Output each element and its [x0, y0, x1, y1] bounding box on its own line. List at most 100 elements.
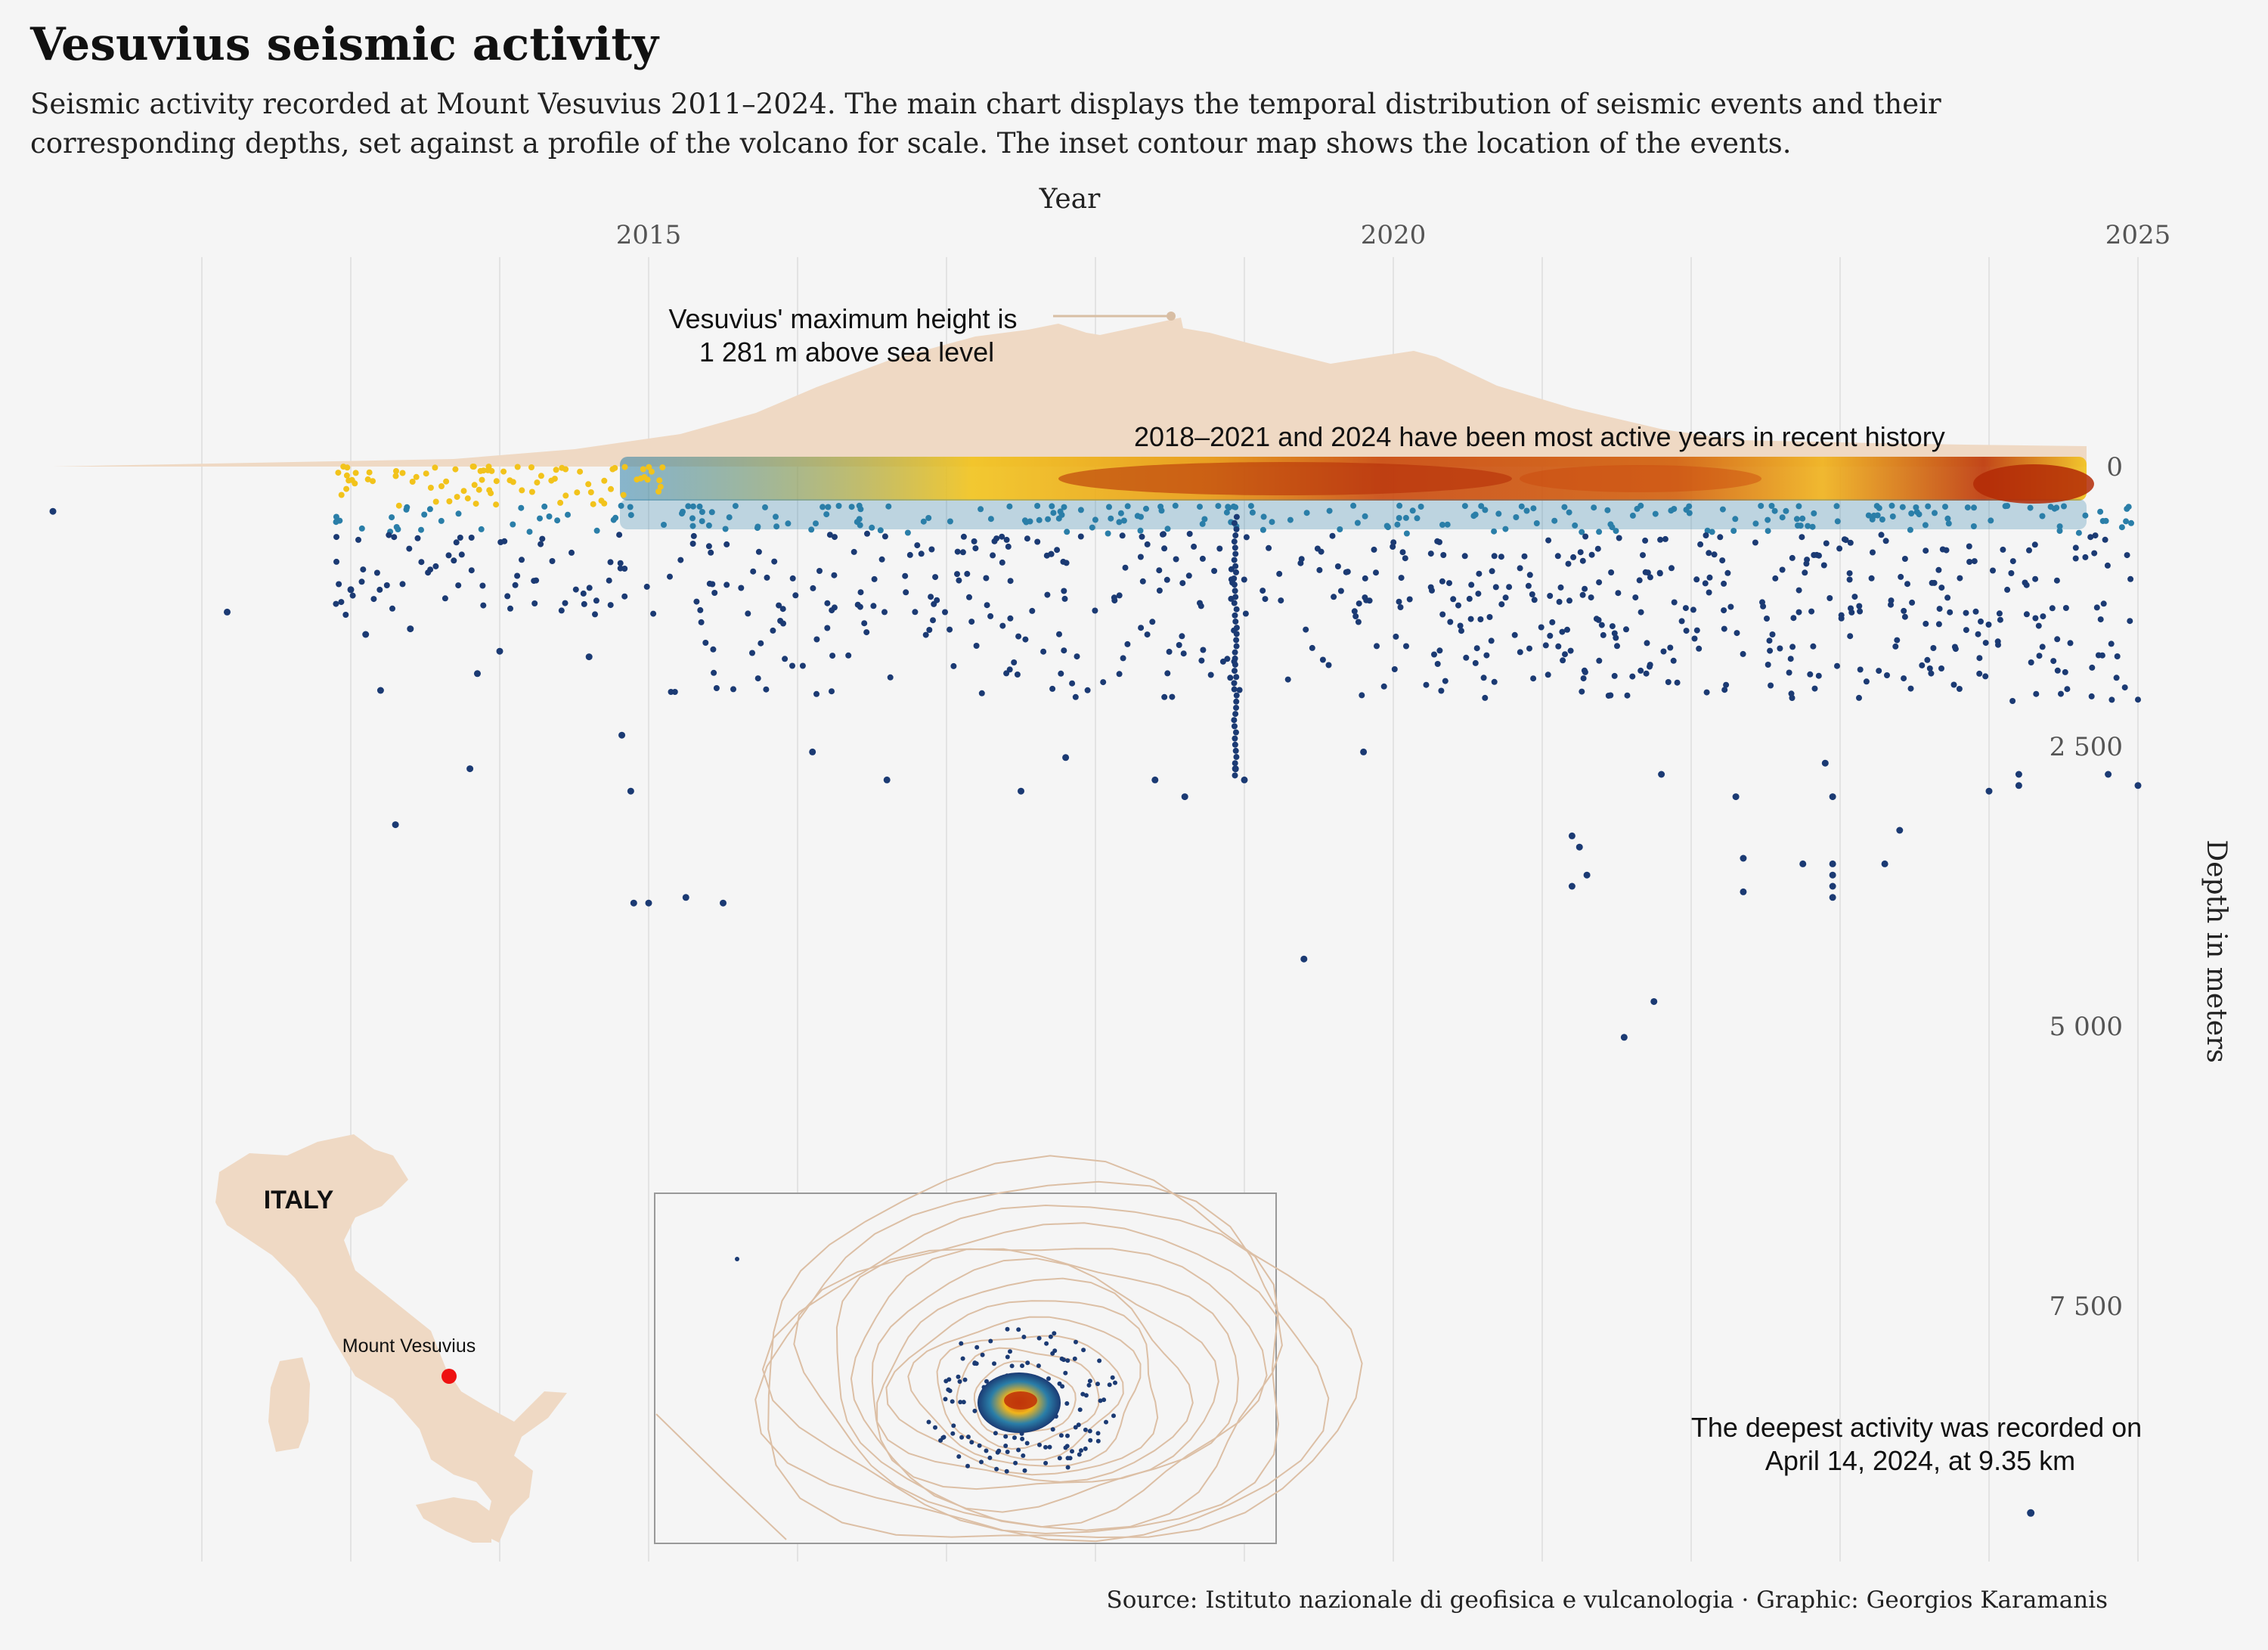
event-point: [1721, 625, 1727, 632]
event-point: [1054, 547, 1061, 554]
event-point: [1985, 787, 1993, 795]
event-point: [983, 575, 990, 582]
event-point: [697, 606, 704, 613]
event-point: [730, 686, 736, 693]
event-point: [1930, 645, 1937, 651]
contour-event-dot: [1004, 1469, 1009, 1474]
contour-event-dot: [1113, 1380, 1117, 1385]
y-tick-label: 0: [2106, 452, 2123, 482]
event-point: [1894, 637, 1901, 644]
event-point: [1402, 555, 1408, 562]
event-point: [1061, 504, 1067, 510]
event-point: [537, 515, 543, 522]
event-point: [1721, 607, 1727, 614]
event-point: [1658, 771, 1665, 778]
event-point: [661, 522, 667, 528]
event-point: [1629, 673, 1636, 680]
event-point: [1557, 584, 1564, 591]
event-point: [1964, 504, 1971, 511]
event-point: [1838, 612, 1845, 619]
event-point: [1807, 671, 1814, 678]
event-point: [1227, 675, 1234, 681]
event-point: [1608, 569, 1615, 575]
event-point: [668, 689, 674, 695]
event-point: [360, 566, 367, 573]
event-point: [569, 549, 575, 556]
event-point: [1467, 616, 1474, 622]
event-point: [389, 514, 395, 521]
event-point: [1393, 633, 1399, 640]
contour-event-dot: [1013, 1460, 1018, 1465]
event-point: [1919, 662, 1926, 668]
event-point: [779, 606, 786, 613]
event-point: [562, 466, 569, 473]
event-point: [423, 470, 429, 477]
event-point: [1396, 502, 1403, 509]
event-point: [333, 519, 339, 526]
contour-event-dot: [1016, 1447, 1021, 1453]
event-point: [1007, 578, 1014, 585]
event-point: [1789, 554, 1796, 561]
event-point: [1765, 528, 1771, 535]
event-point: [618, 502, 624, 509]
contour-event-dot: [1050, 1351, 1055, 1356]
event-point: [1583, 871, 1591, 879]
event-point: [824, 625, 831, 631]
event-point: [2088, 693, 2095, 699]
event-cluster-core: [1004, 1391, 1037, 1410]
contour-line: [876, 1277, 1194, 1483]
event-point: [1319, 656, 1326, 663]
event-point: [1944, 594, 1951, 601]
event-point: [2087, 534, 2094, 541]
event-point: [1767, 647, 1774, 654]
event-point: [1703, 532, 1709, 538]
event-point: [682, 894, 689, 901]
event-point: [1693, 576, 1700, 583]
event-point: [1808, 608, 1815, 615]
max-height-annotation: Vesuvius' maximum height is 1 281 m abov…: [668, 303, 1024, 368]
event-point: [460, 488, 467, 495]
event-point: [1243, 534, 1250, 541]
event-point: [2100, 600, 2107, 607]
contour-event-dot: [1021, 1453, 1026, 1458]
event-point: [656, 477, 663, 484]
event-point: [1723, 681, 1730, 688]
event-point: [386, 532, 392, 538]
contour-event-dot: [958, 1400, 963, 1405]
event-point: [762, 504, 768, 510]
event-point: [1232, 588, 1238, 594]
event-point: [1444, 521, 1451, 528]
contour-event-dot: [1037, 1442, 1042, 1447]
event-point: [432, 498, 439, 505]
event-point: [1436, 647, 1443, 654]
event-point: [824, 600, 831, 606]
event-point: [971, 538, 978, 544]
event-point: [1396, 598, 1402, 605]
event-point: [1284, 676, 1291, 683]
event-point: [418, 559, 425, 566]
event-point: [538, 473, 544, 479]
event-point: [2082, 554, 2089, 560]
event-point: [606, 577, 612, 584]
event-point: [1232, 655, 1238, 662]
event-point: [343, 472, 350, 479]
event-point: [1198, 603, 1204, 609]
event-point: [1233, 526, 1240, 532]
contour-event-dot: [1048, 1334, 1053, 1339]
event-point: [565, 511, 571, 518]
event-point: [518, 504, 525, 511]
event-point: [1693, 627, 1700, 634]
event-point: [2023, 582, 2030, 588]
event-point: [1888, 502, 1895, 509]
contour-event-dot: [1107, 1382, 1112, 1388]
event-point: [954, 548, 961, 555]
event-point: [1161, 545, 1168, 552]
contour-event-dot: [926, 1419, 931, 1425]
event-point: [1434, 661, 1441, 667]
event-point: [1697, 541, 1704, 547]
event-point: [1373, 569, 1379, 576]
event-point: [1056, 631, 1062, 637]
event-point: [1594, 545, 1601, 552]
event-point: [922, 631, 929, 638]
event-point: [1904, 581, 1910, 588]
